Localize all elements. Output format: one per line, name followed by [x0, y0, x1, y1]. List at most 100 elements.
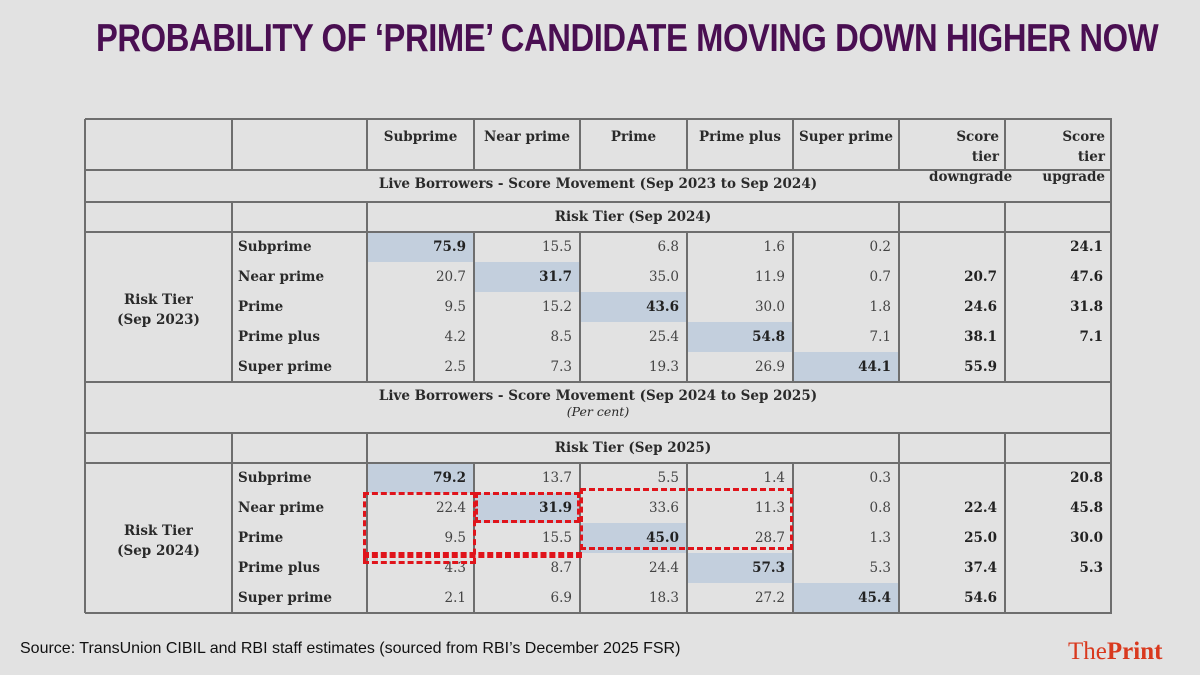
upgrade-value: 30.0 [1070, 530, 1103, 546]
value-cell: 1.8 [869, 299, 891, 315]
diagonal-value-cell: 43.6 [581, 292, 687, 322]
table-rule [898, 433, 900, 613]
table-rule [686, 232, 688, 382]
row-label: Prime plus [238, 560, 320, 576]
column-header: Near prime [483, 129, 571, 145]
value-cell: 13.7 [541, 470, 572, 486]
value-cell: 2.5 [444, 359, 466, 375]
value-cell: 26.9 [754, 359, 785, 375]
diagonal-value-cell: 57.3 [688, 553, 793, 583]
table-rule [898, 119, 900, 170]
upgrade-value: 7.1 [1079, 329, 1104, 345]
value-cell: 35.0 [648, 269, 679, 285]
row-label: Prime plus [238, 329, 320, 345]
row-label: Super prime [238, 359, 332, 375]
from-tier-period: (Sep 2023) [117, 312, 200, 328]
downgrade-value: 38.1 [964, 329, 997, 345]
diagonal-value-cell: 45.4 [794, 583, 899, 613]
table-rule [792, 119, 794, 170]
section-heading-text: Live Borrowers - Score Movement (Sep 202… [378, 176, 818, 192]
table-rule [231, 433, 233, 613]
annotation-dashed-box [580, 488, 793, 550]
table-rule [366, 433, 368, 613]
table-rule [1004, 433, 1006, 613]
table-rule [1004, 202, 1006, 382]
value-cell: 25.4 [648, 329, 679, 345]
value-cell: 20.7 [435, 269, 466, 285]
value-cell: 11.3 [754, 500, 785, 516]
downgrade-value: 54.6 [964, 590, 997, 606]
value-cell: 11.9 [754, 269, 785, 285]
table-rule [792, 232, 794, 382]
upgrade-value [1005, 583, 1111, 613]
value-cell: 0.8 [869, 500, 891, 516]
value-cell: 24.4 [648, 560, 679, 576]
row-label: Subprime [238, 470, 312, 486]
value-cell: 19.3 [648, 359, 679, 375]
column-header: Score tier upgrade [1042, 129, 1105, 185]
downgrade-value: 25.0 [964, 530, 997, 546]
table-rule [579, 119, 581, 170]
to-risk-tier-label: Risk Tier (Sep 2025) [554, 440, 712, 456]
value-cell: 1.3 [869, 530, 891, 546]
source-note: Source: TransUnion CIBIL and RBI staff e… [20, 640, 681, 657]
table-rule [85, 462, 1112, 464]
theprint-logo: ThePrint [1068, 638, 1162, 666]
upgrade-value: 20.8 [1070, 470, 1103, 486]
table-rule [366, 119, 368, 170]
upgrade-value [1005, 352, 1111, 382]
value-cell: 30.0 [754, 299, 785, 315]
from-tier-period: (Sep 2024) [117, 543, 200, 559]
upgrade-value: 31.8 [1070, 299, 1103, 315]
column-header: Prime [610, 129, 657, 145]
table-rule [85, 432, 1112, 434]
column-header: Prime plus [699, 129, 781, 145]
annotation-dashed-box [475, 492, 580, 523]
annotation-dashed-box [363, 552, 582, 558]
diagonal-value-cell: 79.2 [368, 463, 474, 493]
table-rule [1110, 119, 1112, 613]
value-cell: 2.1 [444, 590, 466, 606]
value-cell: 4.2 [444, 329, 466, 345]
table-rule [85, 169, 1112, 171]
table-rule [686, 119, 688, 170]
table-rule [686, 463, 688, 613]
upgrade-value: 24.1 [1070, 239, 1103, 255]
value-cell: 7.1 [869, 329, 891, 345]
table-rule [85, 201, 1112, 203]
downgrade-value: 24.6 [964, 299, 997, 315]
row-label: Near prime [238, 500, 325, 516]
value-cell: 0.3 [869, 470, 891, 486]
column-header: Subprime [383, 129, 458, 145]
table-rule [84, 119, 86, 613]
table-rule [85, 231, 1112, 233]
downgrade-value: 55.9 [964, 359, 997, 375]
from-tier-name: Risk Tier [124, 523, 193, 539]
upgrade-value: 45.8 [1070, 500, 1103, 516]
value-cell: 18.3 [648, 590, 679, 606]
section-heading: Live Borrowers - Score Movement (Sep 202… [85, 170, 1111, 202]
row-label: Super prime [238, 590, 332, 606]
page-title: PROBABILITY OF ‘PRIME’ CANDIDATE MOVING … [96, 17, 1159, 60]
value-cell: 1.4 [763, 470, 785, 486]
diagonal-value-cell: 31.9 [475, 493, 580, 523]
annotation-dashed-box [363, 492, 476, 564]
value-cell: 8.5 [550, 329, 572, 345]
value-cell: 15.5 [541, 530, 572, 546]
value-cell: 0.7 [869, 269, 891, 285]
value-cell: 27.2 [754, 590, 785, 606]
diagonal-value-cell: 31.7 [475, 262, 580, 292]
from-risk-tier-label: Risk Tier (Sep 2023) [85, 290, 232, 330]
value-cell: 4.3 [444, 560, 466, 576]
upgrade-value: 5.3 [1079, 560, 1104, 576]
table-rule [231, 202, 233, 382]
from-tier-name: Risk Tier [124, 292, 193, 308]
table-rule [792, 463, 794, 613]
downgrade-value: 20.7 [964, 269, 997, 285]
logo-the: The [1068, 638, 1107, 665]
column-header: Super prime [799, 129, 893, 145]
value-cell: 9.5 [444, 530, 466, 546]
section-heading: Live Borrowers - Score Movement (Sep 202… [85, 382, 1111, 433]
logo-print: Print [1106, 638, 1163, 665]
to-risk-tier-label: Risk Tier (Sep 2024) [554, 209, 712, 225]
